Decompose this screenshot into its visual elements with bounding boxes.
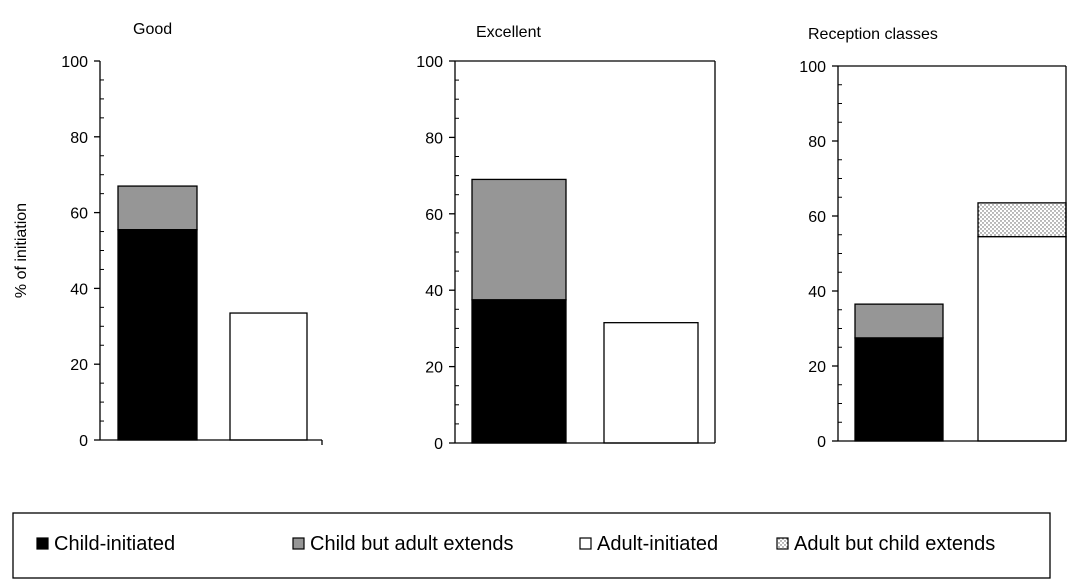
legend-swatch — [579, 537, 592, 550]
y-tick-label: 0 — [434, 436, 443, 453]
y-tick-label: 40 — [70, 281, 88, 298]
legend: Child-initiated Child but adult extends Ad… — [12, 512, 1051, 579]
bar-segment — [854, 303, 944, 339]
chart-title: Good — [133, 21, 172, 38]
bar-segment — [977, 202, 1067, 238]
y-tick-label: 0 — [79, 433, 88, 450]
bar-segment — [854, 337, 944, 442]
y-axis-label: % of initiation — [13, 203, 30, 298]
chart-title: Excellent — [476, 24, 541, 41]
y-tick-label: 0 — [817, 434, 826, 451]
legend-label: Child but adult extends — [310, 533, 513, 555]
y-tick-label: 60 — [425, 207, 443, 224]
legend-label: Child-initiated — [54, 533, 175, 555]
y-tick-label: 60 — [70, 206, 88, 223]
y-tick-label: 100 — [416, 54, 443, 71]
chart-panel-1: Good % of initiation 0 20 40 60 80 100 — [13, 21, 323, 450]
y-tick-label: 20 — [425, 360, 443, 377]
legend-item: Child but adult extends — [292, 533, 513, 555]
legend-label: Adult-initiated — [597, 533, 718, 555]
bar-segment — [471, 178, 567, 301]
y-tick-label: 60 — [808, 209, 826, 226]
bar-segment — [471, 299, 567, 444]
chart-panel-2: Excellent 0 20 40 60 80 100 — [416, 24, 716, 453]
bar-segment — [117, 229, 198, 441]
y-tick-label: 100 — [799, 59, 826, 76]
legend-swatch — [292, 537, 305, 550]
bar-segment — [117, 185, 198, 231]
bar-segment — [603, 322, 699, 444]
bar-segment — [977, 235, 1067, 442]
legend-item: Adult-initiated — [579, 533, 718, 555]
y-tick-label: 40 — [808, 284, 826, 301]
y-tick-label: 20 — [808, 359, 826, 376]
chart-title: Reception classes — [808, 26, 938, 43]
chart-panel-3: Reception classes 0 20 40 60 80 100 — [799, 26, 1067, 451]
legend-item: Adult but child extends — [776, 533, 995, 555]
legend-box — [12, 512, 1051, 579]
legend-swatch — [36, 537, 49, 550]
charts-layer: Good% of initiation020406080100Excellent… — [13, 21, 1067, 453]
bar-segment — [229, 312, 308, 441]
y-tick-label: 80 — [808, 134, 826, 151]
legend-label: Adult but child extends — [794, 533, 995, 555]
y-tick-label: 100 — [61, 54, 88, 71]
y-tick-label: 80 — [70, 130, 88, 147]
y-tick-label: 20 — [70, 357, 88, 374]
y-tick-label: 80 — [425, 130, 443, 147]
legend-swatch — [776, 537, 789, 550]
y-tick-label: 40 — [425, 283, 443, 300]
legend-item: Child-initiated — [36, 533, 175, 555]
